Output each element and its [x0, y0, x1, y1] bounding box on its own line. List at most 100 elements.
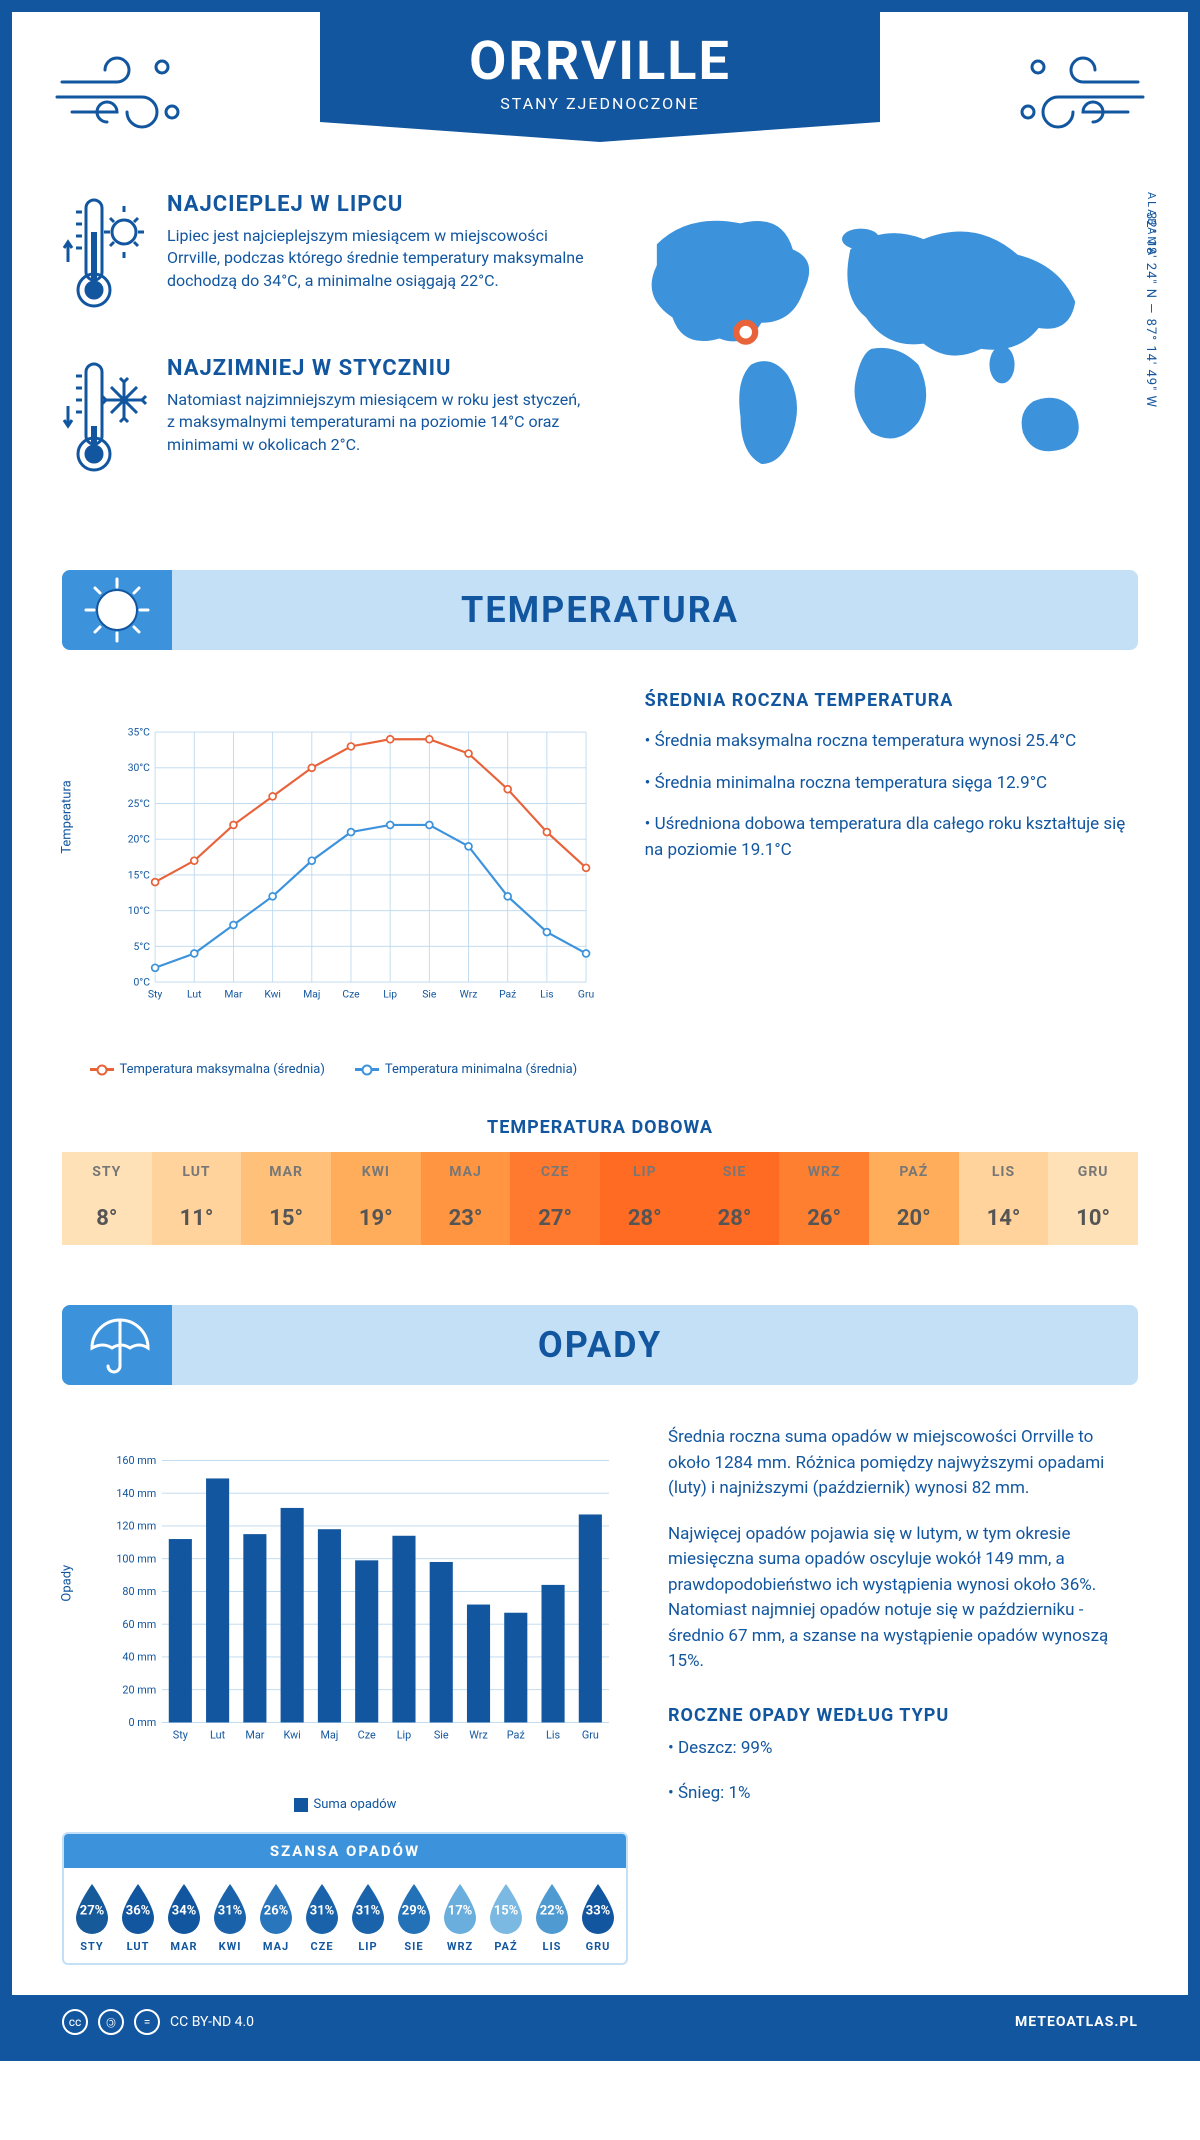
svg-text:Paź: Paź: [499, 988, 516, 1001]
daily-month: CZE: [510, 1152, 600, 1192]
license-text: CC BY-ND 4.0: [170, 2014, 254, 2030]
svg-text:Cze: Cze: [358, 1729, 376, 1742]
svg-text:Sie: Sie: [422, 988, 437, 1001]
temp-bullet: • Średnia minimalna roczna temperatura s…: [645, 771, 1138, 797]
daily-value: 28°: [690, 1192, 780, 1245]
temperature-section-header: TEMPERATURA: [62, 570, 1138, 650]
svg-text:Kwi: Kwi: [284, 1729, 301, 1742]
svg-text:Gru: Gru: [578, 988, 594, 1001]
daily-value: 11°: [152, 1192, 242, 1245]
precipitation-section-header: OPADY: [62, 1305, 1138, 1385]
thermometer-hot-icon: [62, 192, 147, 322]
svg-text:Lut: Lut: [210, 1729, 226, 1742]
rain-drop-cell: 22%LIS: [530, 1882, 574, 1953]
precip-p2: Najwięcej opadów pojawia się w lutym, w …: [668, 1522, 1138, 1675]
rain-drop-cell: 33%GRU: [576, 1882, 620, 1953]
sun-icon: [82, 575, 152, 645]
svg-text:Sie: Sie: [434, 1729, 449, 1742]
svg-text:Sty: Sty: [148, 988, 163, 1001]
hottest-title: NAJCIEPLEJ W LIPCU: [167, 192, 585, 217]
temperature-legend: Temperatura maksymalna (średnia)Temperat…: [62, 1062, 605, 1077]
rain-drop-cell: 26%MAJ: [254, 1882, 298, 1953]
rain-drop-cell: 34%MAR: [162, 1882, 206, 1953]
rain-chance-title: SZANSA OPADÓW: [64, 1834, 626, 1868]
svg-text:Kwi: Kwi: [264, 988, 280, 1001]
svg-text:Gru: Gru: [582, 1729, 599, 1742]
svg-text:Wrz: Wrz: [469, 1729, 488, 1742]
daily-month: PAŹ: [869, 1152, 959, 1192]
svg-text:0 mm: 0 mm: [129, 1716, 157, 1729]
precip-legend-label: Suma opadów: [314, 1797, 397, 1812]
svg-text:Maj: Maj: [303, 988, 320, 1001]
svg-text:Wrz: Wrz: [460, 988, 478, 1001]
svg-text:25°C: 25°C: [128, 797, 150, 810]
rain-drop-cell: 31%CZE: [300, 1882, 344, 1953]
hottest-text: Lipiec jest najcieplejszym miesiącem w m…: [167, 225, 585, 292]
svg-text:Mar: Mar: [245, 1729, 264, 1742]
coldest-title: NAJZIMNIEJ W STYCZNIU: [167, 356, 585, 381]
daily-month: KWI: [331, 1152, 421, 1192]
precip-type-bullet: • Deszcz: 99%: [668, 1736, 1138, 1762]
svg-text:80 mm: 80 mm: [122, 1585, 156, 1598]
daily-month: SIE: [690, 1152, 780, 1192]
legend-item: Temperatura minimalna (średnia): [355, 1062, 577, 1077]
svg-text:20 mm: 20 mm: [122, 1683, 156, 1696]
temp-bullet: • Średnia maksymalna roczna temperatura …: [645, 729, 1138, 755]
svg-text:Lip: Lip: [383, 988, 397, 1001]
daily-value: 23°: [421, 1192, 511, 1245]
svg-text:35°C: 35°C: [128, 726, 150, 739]
svg-text:Maj: Maj: [320, 1729, 338, 1742]
daily-month: WRZ: [779, 1152, 869, 1192]
temp-summary-heading: ŚREDNIA ROCZNA TEMPERATURA: [645, 690, 1138, 711]
country-subtitle: STANY ZJEDNOCZONE: [320, 94, 880, 113]
thermometer-cold-icon: [62, 356, 147, 486]
rain-drop-cell: 15%PAŹ: [484, 1882, 528, 1953]
rain-drop-cell: 27%STY: [70, 1882, 114, 1953]
coordinates: 32° 18' 24" N — 87° 14' 49" W: [1143, 212, 1158, 408]
rain-drop-cell: 31%LIP: [346, 1882, 390, 1953]
svg-text:Mar: Mar: [224, 988, 243, 1001]
daily-month: LIP: [600, 1152, 690, 1192]
precipitation-summary: Średnia roczna suma opadów w miejscowośc…: [668, 1425, 1138, 1965]
daily-month: MAR: [241, 1152, 331, 1192]
coldest-block: NAJZIMNIEJ W STYCZNIU Natomiast najzimni…: [62, 356, 585, 490]
daily-value: 19°: [331, 1192, 421, 1245]
daily-value: 10°: [1048, 1192, 1138, 1245]
precipitation-legend: Suma opadów: [62, 1797, 628, 1812]
title-banner: ORRVILLE STANY ZJEDNOCZONE: [320, 12, 880, 146]
footer: cc 🄯 = CC BY-ND 4.0 METEOATLAS.PL: [12, 1995, 1188, 2049]
svg-text:Cze: Cze: [342, 988, 360, 1001]
wind-icon-right: [1008, 42, 1148, 142]
daily-month: STY: [62, 1152, 152, 1192]
temp-bullet: • Uśredniona dobowa temperatura dla całe…: [645, 812, 1138, 863]
svg-text:120 mm: 120 mm: [116, 1520, 156, 1533]
daily-value: 26°: [779, 1192, 869, 1245]
svg-text:Sty: Sty: [173, 1729, 188, 1742]
svg-text:60 mm: 60 mm: [122, 1618, 156, 1631]
daily-month: MAJ: [421, 1152, 511, 1192]
precipitation-title: OPADY: [538, 1324, 662, 1366]
cc-icon: cc: [62, 2009, 88, 2035]
wind-icon-left: [52, 42, 192, 142]
daily-month: LIS: [959, 1152, 1049, 1192]
nd-icon: =: [134, 2009, 160, 2035]
daily-temperature-table: TEMPERATURA DOBOWA STYLUTMARKWIMAJCZELIP…: [12, 1107, 1188, 1285]
daily-month: GRU: [1048, 1152, 1138, 1192]
svg-text:40 mm: 40 mm: [122, 1651, 156, 1664]
daily-value: 28°: [600, 1192, 690, 1245]
temperature-summary: ŚREDNIA ROCZNA TEMPERATURA • Średnia mak…: [645, 690, 1138, 1077]
rain-drop-cell: 17%WRZ: [438, 1882, 482, 1953]
coldest-text: Natomiast najzimniejszym miesiącem w rok…: [167, 389, 585, 456]
daily-temp-title: TEMPERATURA DOBOWA: [62, 1117, 1138, 1138]
svg-text:15°C: 15°C: [128, 868, 150, 881]
svg-text:10°C: 10°C: [128, 904, 150, 917]
svg-text:Paź: Paź: [507, 1729, 525, 1742]
precip-type-heading: ROCZNE OPADY WEDŁUG TYPU: [668, 1705, 1138, 1726]
daily-value: 14°: [959, 1192, 1049, 1245]
precip-p1: Średnia roczna suma opadów w miejscowośc…: [668, 1425, 1138, 1502]
daily-month: LUT: [152, 1152, 242, 1192]
svg-text:Lut: Lut: [187, 988, 202, 1001]
temp-y-label: Temperatura: [60, 780, 75, 853]
svg-text:0°C: 0°C: [134, 975, 151, 988]
precip-y-label: Opady: [60, 1565, 75, 1602]
